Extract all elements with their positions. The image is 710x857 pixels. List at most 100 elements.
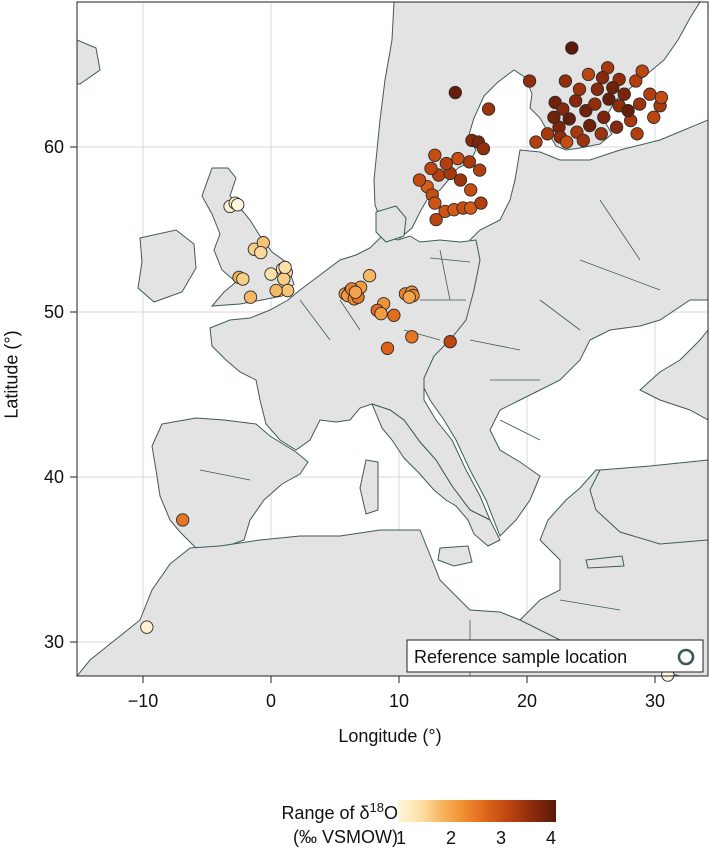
y-axis-label: Latitude (°): [1, 330, 22, 419]
sample-point: [269, 283, 283, 298]
sample-point: [243, 290, 258, 304]
sample-point: [588, 97, 602, 111]
sample-point: [402, 290, 416, 304]
sample-point: [374, 306, 388, 321]
sample-point: [565, 41, 579, 55]
land-sardinia: [359, 459, 379, 515]
sample-point: [348, 285, 363, 299]
sample-point: [522, 74, 537, 88]
plot-frame: [76, 1, 709, 677]
y-tick-label: 60: [44, 137, 64, 157]
sample-point: [595, 71, 610, 85]
sample-point: [424, 161, 438, 176]
sample-point: [387, 308, 401, 322]
sample-point: [594, 127, 608, 141]
sample-point: [412, 173, 427, 187]
sample-point: [362, 269, 377, 283]
sample-point: [264, 267, 278, 281]
colorbar: [398, 800, 556, 822]
sample-point: [428, 196, 442, 210]
sample-point: [405, 330, 419, 344]
sample-point: [621, 104, 635, 118]
y-tick-label: 30: [44, 632, 64, 652]
sample-point: [581, 67, 596, 82]
sample-point: [643, 87, 657, 101]
sample-point: [278, 260, 292, 275]
x-tick-label: 30: [645, 691, 665, 711]
sample-point: [476, 141, 491, 156]
x-axis-label: Longitude (°): [338, 726, 442, 746]
sample-point: [590, 82, 605, 96]
sample-point: [453, 173, 468, 187]
colorbar-tick: 4: [546, 828, 557, 848]
sample-point: [597, 110, 611, 124]
sample-point: [448, 85, 462, 100]
sample-point: [462, 155, 477, 169]
legend-box: [406, 639, 704, 673]
sample-point: [451, 151, 465, 166]
sample-point: [474, 196, 488, 210]
sample-point: [560, 135, 574, 149]
x-ticks: −10 0 10 20 30: [128, 676, 665, 711]
sample-point: [635, 64, 649, 78]
sample-point: [572, 82, 587, 96]
sample-point: [630, 127, 644, 141]
sample-point: [140, 620, 154, 634]
sample-point: [464, 183, 478, 197]
land-italy: [371, 403, 501, 547]
sample-point: [481, 102, 496, 116]
colorbar-tick: 1: [396, 828, 407, 848]
sample-point: [443, 335, 457, 349]
land-iberia: [151, 417, 309, 549]
sample-point: [576, 133, 590, 148]
sample-point: [629, 74, 643, 88]
land-norway-west: [77, 39, 101, 85]
sample-point: [568, 94, 583, 108]
sample-point: [277, 272, 291, 286]
colorbar-gradient: [398, 800, 556, 822]
sample-point: [654, 90, 669, 105]
sample-point: [583, 118, 597, 133]
sample-point: [176, 513, 190, 527]
legend-marker: [677, 648, 695, 666]
sample-point: [529, 135, 543, 149]
colorbar-title: Range of δ18O (‰ VSMOW): [208, 796, 398, 849]
land-turkey: [589, 459, 708, 545]
x-tick-label: 20: [517, 691, 537, 711]
sample-point: [547, 110, 561, 124]
colorbar-title-line2: (‰ VSMOW): [293, 827, 398, 847]
sample-point: [429, 212, 443, 227]
sample-point: [556, 102, 570, 116]
sample-point: [428, 148, 442, 162]
sample-point: [231, 198, 245, 212]
sample-point: [236, 272, 250, 286]
sample-points: [140, 41, 675, 682]
sample-point: [632, 97, 647, 111]
sample-point: [540, 127, 555, 141]
colorbar-title-tail: O: [383, 803, 398, 823]
sample-point: [579, 104, 593, 118]
sample-point: [647, 110, 661, 124]
sample-point: [254, 245, 268, 260]
x-tick-label: 10: [389, 691, 409, 711]
sample-point: [558, 74, 573, 88]
legend: Reference sample location: [406, 639, 704, 673]
legend-label: Reference sample location: [414, 647, 627, 667]
colorbar-tick: 3: [496, 828, 507, 848]
x-tick-label: −10: [128, 691, 159, 711]
land-crete: [585, 555, 625, 569]
sample-point: [472, 163, 487, 177]
colorbar-title-line1: Range of δ18O: [208, 796, 398, 825]
land-ireland: [137, 229, 197, 303]
sample-point: [380, 341, 395, 355]
sample-point: [609, 120, 624, 134]
sample-point: [606, 80, 620, 95]
land-sicily: [437, 545, 473, 567]
x-tick-label: 0: [266, 691, 276, 711]
colorbar-tick: 2: [446, 828, 457, 848]
sample-point: [617, 87, 631, 101]
land-denmark: [375, 205, 407, 243]
y-tick-label: 50: [44, 302, 64, 322]
